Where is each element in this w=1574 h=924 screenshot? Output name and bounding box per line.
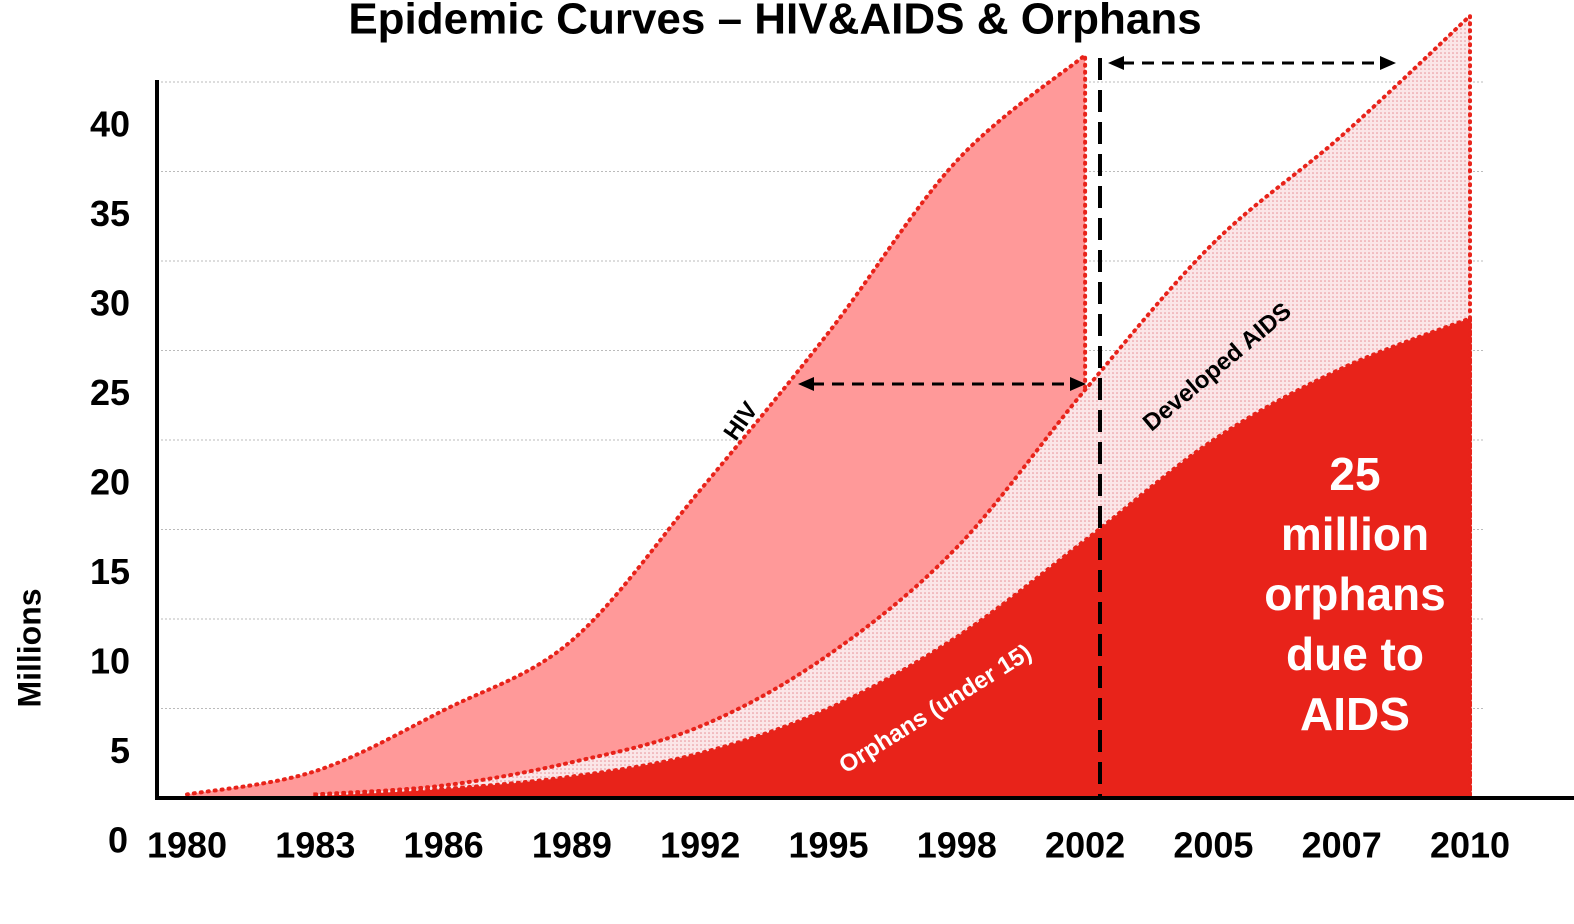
y-tick-label: 10 [90, 641, 130, 682]
y-axis-label: Millions [11, 588, 47, 707]
y-tick-label: 20 [90, 462, 130, 503]
x-tick-label: 1995 [788, 825, 868, 866]
x-tick-label: 1998 [917, 825, 997, 866]
x-tick-label: 1983 [275, 825, 355, 866]
annotation: orphans [1264, 568, 1445, 620]
annotation: million [1281, 508, 1429, 560]
arrow-heads [798, 56, 1396, 391]
x-tick-label: 2005 [1173, 825, 1253, 866]
y-tick-label: 40 [90, 104, 130, 145]
area [313, 315, 1472, 800]
y-tick-label: 25 [90, 372, 130, 413]
x-tick-label: 2007 [1302, 825, 1382, 866]
x-tick-label: 1980 [147, 825, 227, 866]
annotation: 25 [1329, 448, 1380, 500]
y-tick-label: 5 [110, 730, 130, 771]
x-tick-label: 2002 [1045, 825, 1125, 866]
x-tick-label: 1986 [404, 825, 484, 866]
x-tick-label: 1992 [660, 825, 740, 866]
y-tick-label: 0 [108, 820, 128, 861]
arrows [812, 61, 1382, 386]
annotation: due to [1286, 628, 1424, 680]
x-tick-label: 2010 [1430, 825, 1510, 866]
chart-title: Epidemic Curves – HIV&AIDS & Orphans [348, 0, 1201, 44]
x-tick-label: 1989 [532, 825, 612, 866]
y-tick-label: 35 [90, 193, 130, 234]
area [185, 50, 1088, 800]
annotation: AIDS [1300, 688, 1410, 740]
y-tick-label: 15 [90, 551, 130, 592]
y-tick-label: 30 [90, 283, 130, 324]
